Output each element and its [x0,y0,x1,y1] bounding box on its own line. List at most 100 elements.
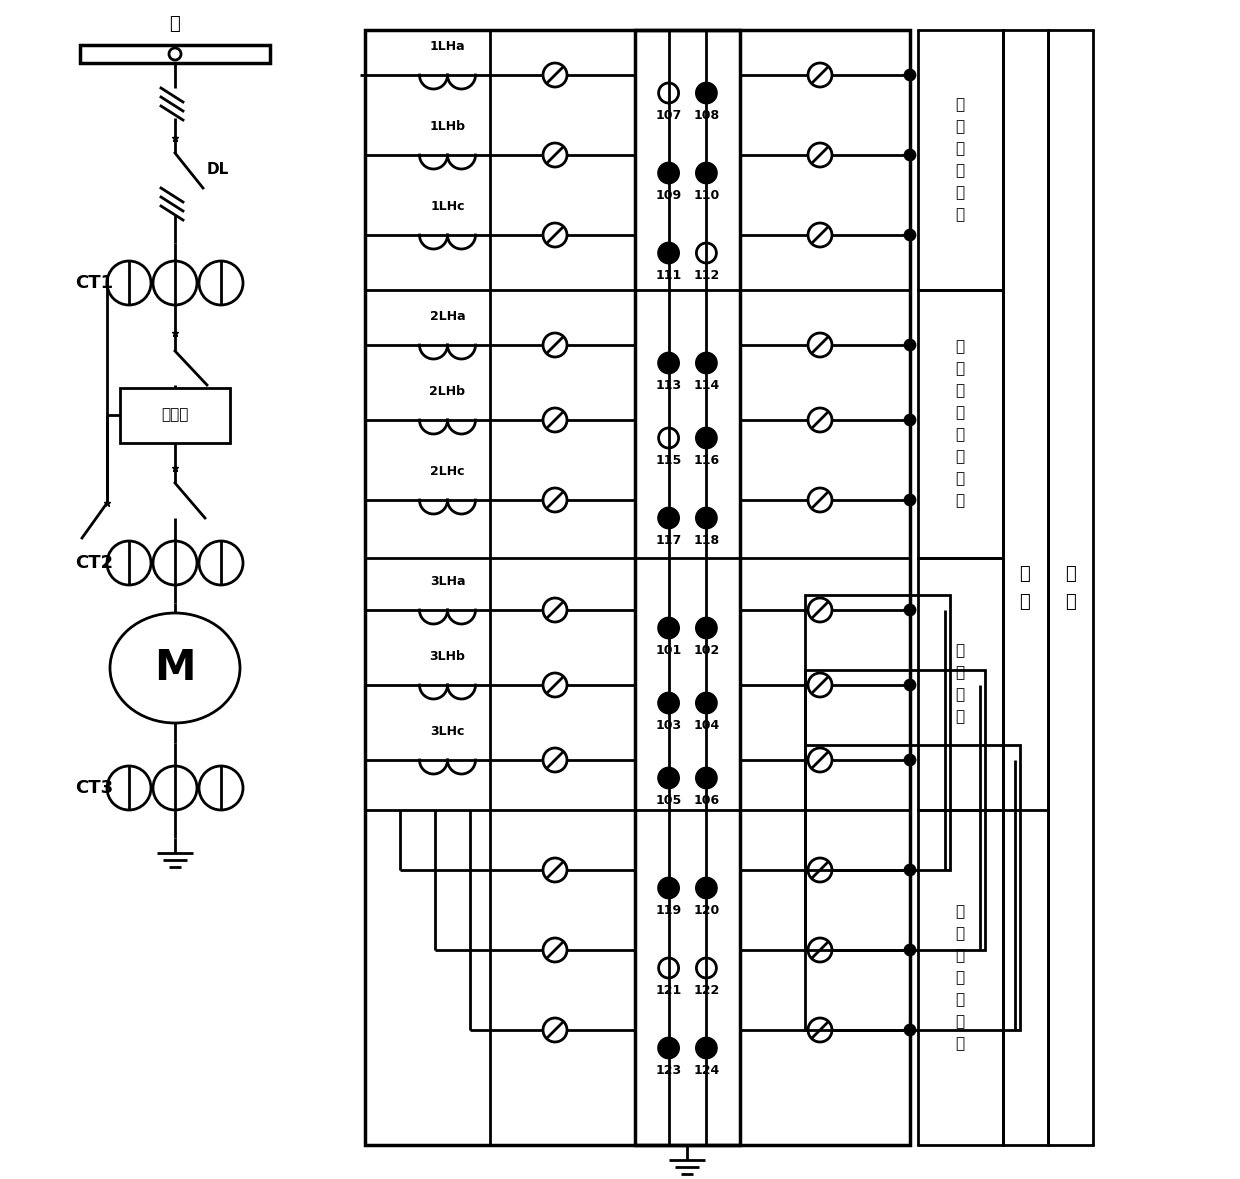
Circle shape [543,223,567,246]
Circle shape [543,143,567,167]
Text: 电: 电 [1019,565,1030,582]
Circle shape [658,508,678,528]
Text: 保: 保 [956,970,965,984]
Text: 路: 路 [1065,593,1075,611]
Circle shape [905,605,915,615]
Circle shape [198,261,243,305]
Text: 2LHc: 2LHc [430,465,465,477]
Text: 流: 流 [1019,593,1030,611]
Circle shape [658,878,678,898]
Text: 112: 112 [693,269,719,282]
Bar [805,670,985,950]
Circle shape [697,878,717,898]
Bar [81,45,270,62]
Text: 线: 线 [956,119,965,134]
Text: 保: 保 [956,141,965,157]
Text: 3LHb: 3LHb [429,650,465,663]
Text: 119: 119 [656,904,682,917]
Circle shape [808,223,832,246]
Circle shape [808,332,832,357]
Text: 121: 121 [656,984,682,997]
Circle shape [543,747,567,772]
Circle shape [905,150,915,160]
Text: 106: 106 [693,793,719,806]
Circle shape [658,163,678,183]
Circle shape [107,766,151,810]
Bar [805,595,950,870]
Circle shape [905,415,915,424]
Text: 113: 113 [656,378,682,391]
Circle shape [808,143,832,167]
Circle shape [905,230,915,241]
Text: DL: DL [207,163,229,178]
Circle shape [107,261,151,305]
Circle shape [697,693,717,713]
Bar [1048,29,1092,1145]
Circle shape [543,488,567,512]
Text: 110: 110 [693,189,719,202]
Text: 104: 104 [693,719,719,732]
Text: 护: 护 [956,449,965,465]
Circle shape [697,1038,717,1058]
Circle shape [808,62,832,87]
Circle shape [153,541,197,585]
Bar [918,810,1003,1145]
Text: 118: 118 [693,534,719,547]
Circle shape [658,618,678,638]
Text: 114: 114 [693,378,719,391]
Circle shape [658,428,678,448]
Circle shape [905,70,915,80]
Text: 1LHa: 1LHa [430,40,465,53]
Circle shape [543,332,567,357]
Text: 频: 频 [956,362,965,376]
Text: 护: 护 [956,164,965,178]
Text: 侧: 侧 [956,948,965,963]
Text: 电: 电 [956,687,965,703]
Circle shape [808,408,832,432]
Circle shape [905,340,915,350]
Text: 3LHc: 3LHc [430,725,465,738]
Circle shape [697,768,717,788]
Text: 进: 进 [956,98,965,112]
Text: 3LHa: 3LHa [430,575,465,588]
Bar [365,29,910,1145]
Text: 120: 120 [693,904,719,917]
Circle shape [543,408,567,432]
Text: CT3: CT3 [74,779,113,797]
Text: 柜: 柜 [170,15,180,33]
Text: 流: 流 [956,1036,965,1050]
Bar [918,558,1003,810]
Text: 123: 123 [656,1063,682,1076]
Circle shape [658,353,678,373]
Circle shape [658,83,678,103]
Circle shape [697,163,717,183]
Text: 105: 105 [656,793,682,806]
Text: 电: 电 [956,1014,965,1029]
Text: 保: 保 [956,428,965,442]
Circle shape [697,428,717,448]
Bar [918,290,1003,558]
Text: 图: 图 [1065,565,1075,582]
Text: 108: 108 [693,108,719,121]
Text: 107: 107 [656,108,682,121]
Circle shape [543,938,567,962]
Circle shape [808,858,832,882]
Circle shape [808,673,832,697]
Circle shape [697,353,717,373]
Circle shape [905,680,915,690]
Circle shape [905,1025,915,1035]
Circle shape [658,1038,678,1058]
Bar [918,29,1003,290]
Circle shape [808,1017,832,1042]
Circle shape [543,62,567,87]
Circle shape [697,243,717,263]
Circle shape [808,938,832,962]
Circle shape [153,261,197,305]
Circle shape [697,618,717,638]
Text: 变: 变 [956,340,965,355]
Text: 流: 流 [956,710,965,725]
Text: 护: 护 [956,992,965,1007]
Bar [635,29,740,1145]
Text: 109: 109 [656,189,682,202]
Text: 器: 器 [956,383,965,399]
